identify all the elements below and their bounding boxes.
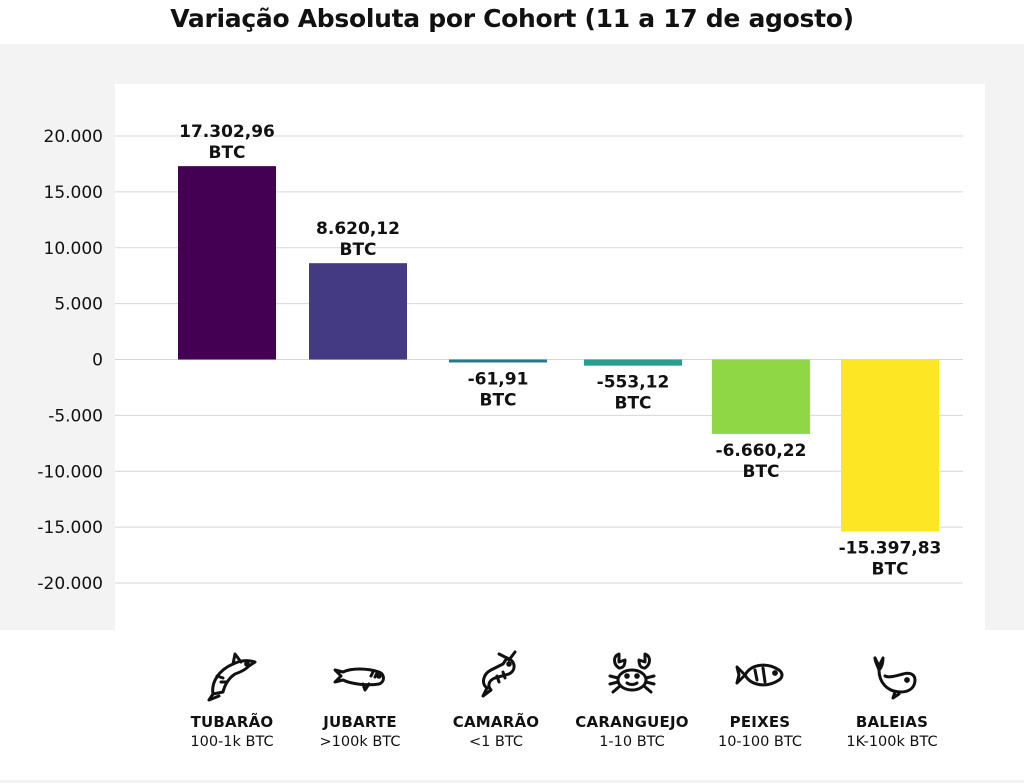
cohort-range: >100k BTC (319, 734, 401, 750)
cohort-name: BALEIAS (855, 713, 929, 731)
y-tick-label: -10.000 (37, 462, 103, 482)
cohort-peixes: PEIXES 10-100 BTC (685, 648, 835, 750)
y-tick-label: -20.000 (37, 574, 103, 594)
cohort-tubarao: TUBARÃO 100-1k BTC (157, 648, 307, 750)
cohort-name: CARANGUEJO (575, 713, 689, 731)
bar-peixes (712, 359, 810, 434)
bar-camarão (449, 359, 547, 363)
data-label-unit: BTC (208, 143, 245, 163)
data-labels: 17.302,96BTC8.620,12BTC-61,91BTC-553,12B… (179, 122, 941, 579)
cohort-range: <1 BTC (468, 734, 524, 750)
data-label-unit: BTC (339, 240, 376, 260)
y-tick-label: -5.000 (48, 406, 103, 426)
crab-icon (608, 652, 656, 694)
data-label-value: -15.397,83 (839, 539, 942, 559)
data-label-unit: BTC (479, 391, 516, 411)
whale-icon (873, 656, 917, 700)
cohort-range: 10-100 BTC (717, 734, 803, 750)
cohort-range: 1K-100k BTC (846, 734, 938, 750)
cohort-range: 100-1k BTC (190, 734, 274, 750)
cohort-name: CAMARÃO (452, 713, 540, 731)
data-label-unit: BTC (614, 394, 651, 414)
data-label-value: -6.660,22 (716, 441, 807, 461)
y-tick-label: 0 (92, 351, 103, 371)
y-tick-label: 10.000 (44, 239, 103, 259)
y-tick-label: 5.000 (54, 295, 103, 315)
bar-baleias (841, 359, 939, 532)
data-label-value: -553,12 (597, 373, 670, 393)
cohort-camarao: CAMARÃO <1 BTC (421, 648, 571, 750)
fish-icon (735, 663, 784, 687)
bar-chart: 20.000 15.000 10.000 5.000 0 -5.000 -10.000 -15… (37, 84, 985, 630)
y-tick-label: 20.000 (44, 127, 103, 147)
cohort-baleias: BALEIAS 1K-100k BTC (817, 648, 967, 750)
y-tick-label: 15.000 (44, 183, 103, 203)
data-label-unit: BTC (871, 560, 908, 580)
data-label-value: 17.302,96 (179, 122, 275, 142)
y-axis-ticks: 20.000 15.000 10.000 5.000 0 -5.000 -10.000 -15… (37, 127, 103, 594)
bars (178, 166, 939, 532)
y-tick-label: -15.000 (37, 518, 103, 538)
data-label-value: 8.620,12 (316, 219, 400, 239)
data-label-unit: BTC (742, 462, 779, 482)
bar-tubarão (178, 166, 276, 360)
cohort-caranguejo: CARANGUEJO 1-10 BTC (557, 648, 707, 750)
shark-icon (207, 652, 257, 702)
bar-caranguejo (584, 359, 682, 366)
cohort-jubarte: JUBARTE >100k BTC (285, 648, 435, 750)
cohort-name: JUBARTE (323, 713, 397, 731)
bar-jubarte (309, 263, 407, 360)
cohort-name: PEIXES (729, 713, 791, 731)
data-label-value: -61,91 (468, 370, 529, 390)
title-band (0, 0, 1024, 44)
humpback-whale-icon (333, 667, 385, 692)
shrimp-icon (481, 650, 517, 698)
cohort-name: TUBARÃO (190, 713, 274, 731)
chart-title: Variação Absoluta por Cohort (11 a 17 de… (170, 4, 854, 33)
cohort-range: 1-10 BTC (599, 734, 665, 750)
